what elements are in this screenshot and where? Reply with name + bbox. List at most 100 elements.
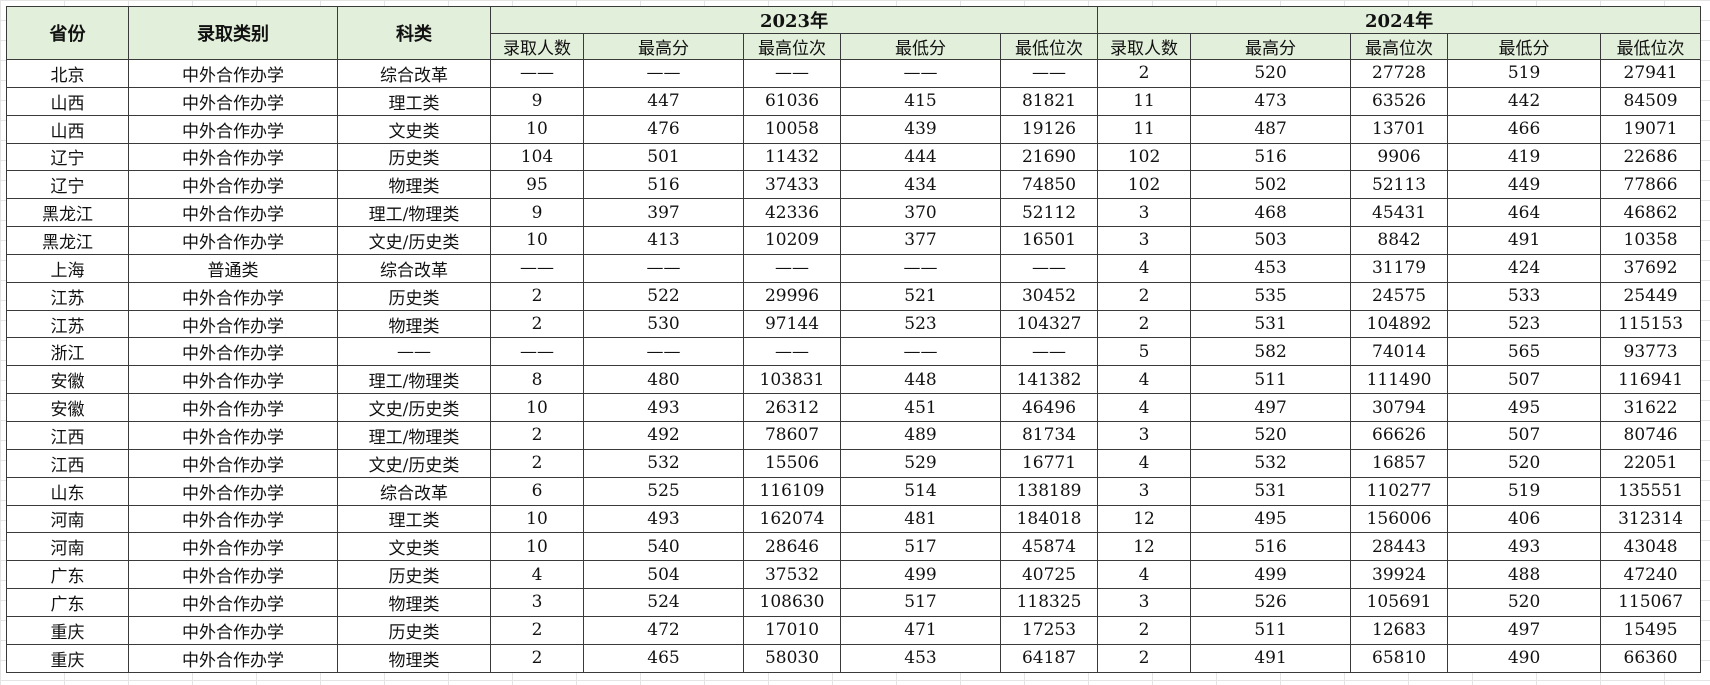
- cell-min-rank-2024[interactable]: 19071: [1600, 114, 1702, 144]
- cell-min-rank-2023[interactable]: 52112: [999, 198, 1099, 228]
- header-2023-max-rank[interactable]: 最高位次: [743, 33, 841, 60]
- cell-min-rank-2024[interactable]: 66360: [1600, 643, 1702, 673]
- cell-min-score-2024[interactable]: 497: [1447, 615, 1602, 645]
- cell-min-score-2024[interactable]: 519: [1447, 59, 1602, 88]
- cell-min-score-2023[interactable]: 517: [840, 532, 1001, 562]
- cell-admission-type[interactable]: 中外合作办学: [128, 588, 338, 617]
- cell-min-rank-2023[interactable]: ——: [999, 253, 1099, 283]
- cell-max-rank-2024[interactable]: 31179: [1350, 253, 1449, 283]
- cell-admitted-2023[interactable]: 10: [490, 532, 584, 562]
- cell-subject[interactable]: 历史类: [337, 142, 491, 172]
- cell-min-score-2024[interactable]: 449: [1447, 170, 1602, 200]
- header-2023-admitted[interactable]: 录取人数: [490, 33, 584, 60]
- cell-max-rank-2023[interactable]: 116109: [743, 476, 841, 506]
- cell-admitted-2024[interactable]: 3: [1097, 198, 1192, 228]
- cell-admitted-2023[interactable]: 95: [490, 170, 584, 200]
- cell-min-rank-2023[interactable]: 64187: [999, 643, 1099, 673]
- cell-max-rank-2024[interactable]: 8842: [1350, 226, 1449, 255]
- cell-subject[interactable]: 历史类: [337, 615, 491, 645]
- cell-max-rank-2024[interactable]: 45431: [1350, 198, 1449, 228]
- cell-max-rank-2024[interactable]: 24575: [1350, 281, 1449, 311]
- cell-max-rank-2023[interactable]: 162074: [743, 504, 841, 534]
- cell-max-rank-2023[interactable]: ——: [743, 337, 841, 367]
- cell-min-rank-2023[interactable]: 81821: [999, 86, 1099, 116]
- cell-max-rank-2023[interactable]: 78607: [743, 420, 841, 450]
- cell-max-rank-2024[interactable]: 16857: [1350, 448, 1449, 478]
- cell-min-score-2024[interactable]: 464: [1447, 198, 1602, 228]
- cell-min-rank-2024[interactable]: 31622: [1600, 393, 1702, 422]
- cell-province[interactable]: 辽宁: [6, 142, 129, 172]
- cell-max-score-2024[interactable]: 520: [1190, 420, 1352, 450]
- cell-province[interactable]: 黑龙江: [6, 198, 129, 228]
- cell-admitted-2024[interactable]: 2: [1097, 59, 1192, 88]
- cell-province[interactable]: 黑龙江: [6, 226, 129, 255]
- cell-max-score-2024[interactable]: 487: [1190, 114, 1352, 144]
- cell-max-rank-2023[interactable]: 61036: [743, 86, 841, 116]
- header-2023-min-score[interactable]: 最低分: [840, 33, 1001, 60]
- cell-min-rank-2024[interactable]: 93773: [1600, 337, 1702, 367]
- cell-max-rank-2024[interactable]: 105691: [1350, 588, 1449, 617]
- cell-max-rank-2023[interactable]: 58030: [743, 643, 841, 673]
- cell-min-rank-2024[interactable]: 25449: [1600, 281, 1702, 311]
- cell-max-score-2023[interactable]: ——: [583, 337, 744, 367]
- cell-max-rank-2023[interactable]: 15506: [743, 448, 841, 478]
- cell-min-rank-2024[interactable]: 37692: [1600, 253, 1702, 283]
- cell-admitted-2024[interactable]: 4: [1097, 393, 1192, 422]
- cell-admission-type[interactable]: 中外合作办学: [128, 420, 338, 450]
- cell-min-score-2023[interactable]: 451: [840, 393, 1001, 422]
- cell-min-rank-2024[interactable]: 22051: [1600, 448, 1702, 478]
- cell-admitted-2023[interactable]: 10: [490, 114, 584, 144]
- cell-min-rank-2023[interactable]: 74850: [999, 170, 1099, 200]
- cell-min-score-2023[interactable]: 489: [840, 420, 1001, 450]
- cell-admitted-2024[interactable]: 3: [1097, 476, 1192, 506]
- cell-admitted-2023[interactable]: 2: [490, 448, 584, 478]
- cell-admitted-2024[interactable]: 2: [1097, 615, 1192, 645]
- cell-admission-type[interactable]: 中外合作办学: [128, 560, 338, 590]
- cell-min-rank-2024[interactable]: 116941: [1600, 365, 1702, 395]
- cell-min-rank-2023[interactable]: 16501: [999, 226, 1099, 255]
- cell-subject[interactable]: 物理类: [337, 643, 491, 673]
- cell-min-rank-2024[interactable]: 135551: [1600, 476, 1702, 506]
- cell-min-rank-2024[interactable]: 22686: [1600, 142, 1702, 172]
- cell-max-score-2024[interactable]: 582: [1190, 337, 1352, 367]
- cell-subject[interactable]: 理工/物理类: [337, 365, 491, 395]
- cell-min-score-2024[interactable]: 406: [1447, 504, 1602, 534]
- cell-min-score-2024[interactable]: 507: [1447, 420, 1602, 450]
- cell-province[interactable]: 山西: [6, 114, 129, 144]
- cell-admitted-2023[interactable]: 9: [490, 198, 584, 228]
- cell-min-score-2024[interactable]: 490: [1447, 643, 1602, 673]
- cell-max-score-2024[interactable]: 511: [1190, 615, 1352, 645]
- cell-admitted-2024[interactable]: 11: [1097, 114, 1192, 144]
- cell-min-score-2024[interactable]: 523: [1447, 309, 1602, 339]
- cell-province[interactable]: 安徽: [6, 393, 129, 422]
- cell-max-score-2024[interactable]: 497: [1190, 393, 1352, 422]
- cell-admitted-2024[interactable]: 4: [1097, 253, 1192, 283]
- cell-admission-type[interactable]: 中外合作办学: [128, 309, 338, 339]
- cell-max-rank-2024[interactable]: 52113: [1350, 170, 1449, 200]
- cell-max-score-2024[interactable]: 499: [1190, 560, 1352, 590]
- cell-subject[interactable]: 物理类: [337, 588, 491, 617]
- cell-min-rank-2024[interactable]: 43048: [1600, 532, 1702, 562]
- cell-admitted-2024[interactable]: 3: [1097, 226, 1192, 255]
- header-2024-min-score[interactable]: 最低分: [1447, 33, 1602, 60]
- header-province[interactable]: 省份: [6, 6, 129, 60]
- cell-subject[interactable]: ——: [337, 337, 491, 367]
- header-2024-min-rank[interactable]: 最低位次: [1600, 33, 1702, 60]
- header-2024-max-score[interactable]: 最高分: [1190, 33, 1352, 60]
- cell-admission-type[interactable]: 中外合作办学: [128, 643, 338, 673]
- cell-max-score-2023[interactable]: 532: [583, 448, 744, 478]
- cell-min-rank-2023[interactable]: 81734: [999, 420, 1099, 450]
- cell-max-score-2023[interactable]: 413: [583, 226, 744, 255]
- cell-min-score-2023[interactable]: 370: [840, 198, 1001, 228]
- cell-min-rank-2023[interactable]: 138189: [999, 476, 1099, 506]
- cell-max-rank-2023[interactable]: 97144: [743, 309, 841, 339]
- cell-max-score-2023[interactable]: 465: [583, 643, 744, 673]
- cell-admitted-2023[interactable]: 2: [490, 615, 584, 645]
- cell-max-rank-2024[interactable]: 111490: [1350, 365, 1449, 395]
- cell-province[interactable]: 上海: [6, 253, 129, 283]
- cell-min-score-2024[interactable]: 520: [1447, 588, 1602, 617]
- header-2024-max-rank[interactable]: 最高位次: [1350, 33, 1449, 60]
- cell-max-rank-2023[interactable]: 108630: [743, 588, 841, 617]
- cell-max-score-2024[interactable]: 503: [1190, 226, 1352, 255]
- cell-min-score-2023[interactable]: ——: [840, 253, 1001, 283]
